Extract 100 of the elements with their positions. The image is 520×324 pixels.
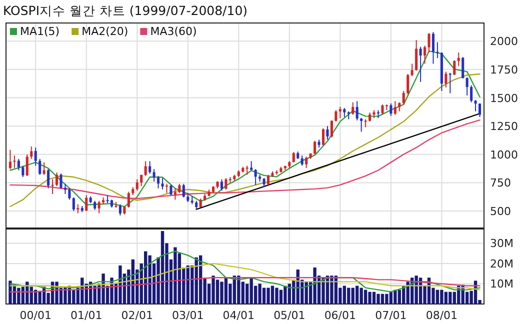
bar	[342, 286, 346, 304]
x-tick-label: 05/01	[274, 309, 306, 322]
chart-title: KOSPI지수 월간 차트 (1999/07-2008/10)	[3, 3, 248, 18]
candlestick	[457, 52, 460, 67]
bar	[372, 292, 376, 304]
bar	[275, 288, 278, 304]
candlestick	[76, 204, 80, 214]
candlestick	[381, 104, 384, 116]
candlestick	[453, 60, 456, 76]
candlestick	[352, 102, 354, 116]
candlestick	[38, 158, 42, 176]
candlestick	[398, 102, 401, 112]
candlestick	[186, 192, 190, 202]
candlestick	[94, 200, 96, 210]
candlestick	[161, 178, 164, 190]
candlestick	[448, 72, 452, 94]
bar	[270, 286, 274, 304]
candlestick	[72, 196, 75, 212]
candlestick	[343, 107, 346, 118]
candlestick	[330, 120, 333, 138]
bar	[440, 290, 444, 304]
candlestick	[144, 160, 147, 176]
candlestick	[199, 198, 202, 208]
candlestick	[182, 183, 185, 198]
candlestick	[402, 90, 405, 106]
bar	[72, 290, 76, 304]
bar	[414, 276, 418, 304]
candlestick	[224, 178, 228, 190]
y-tick-label: 1250	[490, 120, 518, 134]
candlestick	[466, 76, 468, 96]
candlestick	[254, 168, 257, 186]
x-tick-label: 04/01	[222, 309, 255, 322]
y-tick-label: 1000	[490, 148, 518, 162]
legend-label: MA1(5)	[20, 25, 60, 38]
candlestick	[410, 63, 414, 77]
candlestick	[390, 102, 392, 116]
y-tick-label: 1500	[490, 92, 518, 105]
candlestick	[478, 102, 482, 118]
bar	[368, 292, 372, 304]
candlestick	[42, 162, 46, 176]
candlestick	[157, 175, 160, 189]
candlestick	[60, 173, 62, 189]
y-tick-label: 30M	[490, 237, 514, 250]
y-tick-label: 750	[490, 176, 511, 190]
candlestick	[292, 152, 295, 163]
candlestick	[34, 147, 37, 166]
candlestick	[165, 183, 168, 194]
candlestick	[118, 204, 122, 216]
candlestick	[246, 165, 248, 176]
bar	[224, 278, 228, 304]
bar	[444, 292, 448, 304]
candlestick	[152, 168, 156, 182]
candlestick	[170, 184, 172, 196]
candlestick	[262, 178, 266, 188]
candlestick	[22, 165, 24, 178]
candlestick	[394, 100, 396, 116]
bar	[448, 292, 452, 304]
candlestick	[368, 112, 372, 122]
candlestick	[68, 188, 71, 200]
candlestick	[322, 128, 325, 146]
candlestick	[127, 191, 130, 208]
bar	[174, 247, 177, 304]
x-tick-label: 00/01	[20, 309, 52, 322]
candlestick	[338, 106, 342, 119]
line-series	[10, 119, 480, 200]
candlestick	[300, 155, 304, 166]
candlestick	[314, 140, 316, 155]
candlestick	[17, 158, 20, 171]
candlestick	[178, 183, 181, 194]
bar	[148, 255, 152, 304]
candlestick	[195, 200, 198, 210]
bar	[17, 288, 20, 304]
bar	[258, 284, 262, 304]
bar	[330, 276, 334, 304]
candlestick	[474, 100, 477, 112]
candlestick	[266, 174, 270, 187]
x-tick-label: 08/01	[426, 309, 458, 322]
candlestick	[220, 178, 224, 192]
candlestick	[360, 118, 363, 132]
candlestick	[415, 39, 418, 72]
bar	[360, 288, 363, 304]
line-series	[10, 262, 480, 290]
candlestick	[47, 168, 50, 189]
y-tick-label: 500	[490, 205, 511, 218]
bar	[216, 280, 220, 304]
line-series	[10, 250, 480, 292]
candlestick	[424, 45, 426, 64]
bar	[93, 286, 96, 304]
legend-label: MA2(20)	[82, 25, 128, 38]
line-series	[10, 277, 480, 292]
candlestick	[26, 154, 28, 176]
candlestick	[406, 73, 410, 95]
candlestick	[470, 84, 473, 103]
bar	[394, 290, 397, 304]
bar	[385, 294, 388, 304]
bar	[118, 265, 122, 304]
candlestick	[85, 194, 88, 212]
candlestick	[136, 178, 138, 192]
candlestick	[174, 188, 176, 200]
bar	[436, 290, 440, 304]
